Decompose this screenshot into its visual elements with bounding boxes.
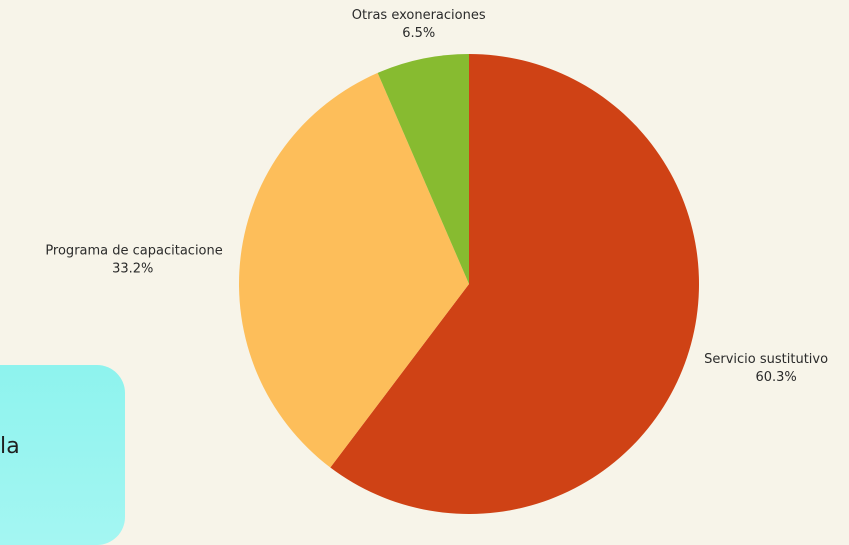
slice-percent-1: 33.2% [112,261,153,276]
slice-label-1: Programa de capacitacione [45,243,222,258]
side-card-text: la [0,434,20,459]
slice-label-2: Otras exoneraciones [352,8,486,23]
pie-slice-2 [377,54,469,284]
pie-slice-1 [239,72,469,468]
pie-slice-0 [330,54,699,514]
slice-percent-0: 60.3% [755,370,796,385]
slice-label-0: Servicio sustitutivo [704,352,828,367]
slice-percent-2: 6.5% [402,26,435,41]
pie-chart: Servicio sustitutivo 60.3% Programa de cap… [45,8,828,514]
